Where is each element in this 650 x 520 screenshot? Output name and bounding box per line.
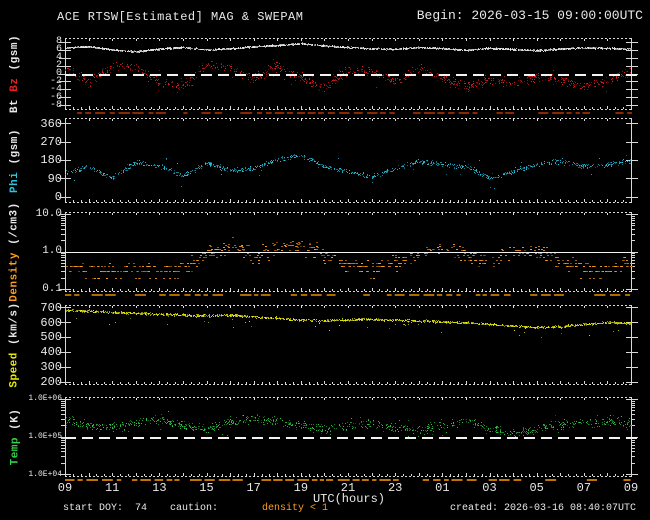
x-tick-label: 03 bbox=[482, 481, 497, 495]
y-tick-label-phi: 360 bbox=[40, 116, 62, 131]
y-tick-label-density: 0.1 bbox=[42, 282, 62, 295]
x-tick-label: 19 bbox=[293, 481, 309, 495]
x-tick-label: 17 bbox=[246, 481, 261, 495]
y-tick-label-phi: 0 bbox=[14, 190, 62, 204]
y-tick-label-speed: 400 bbox=[40, 345, 62, 360]
x-tick-label: 07 bbox=[576, 481, 592, 495]
y-tick-label-mag: -8 bbox=[49, 99, 62, 111]
y-tick-label-temp: 1.0E+06 bbox=[28, 394, 62, 404]
y-tick-label-speed: 700 bbox=[40, 300, 62, 315]
y-tick-label-phi: 270 bbox=[40, 134, 62, 149]
x-tick-label: 09 bbox=[623, 481, 639, 495]
y-tick-label-mag: -6 bbox=[49, 91, 62, 103]
y-tick-label-temp: 1.0E+04 bbox=[28, 469, 62, 479]
y-tick-label-phi: 180 bbox=[40, 153, 62, 168]
caution-flag-row-density bbox=[65, 294, 632, 297]
y-tick-label-speed: 300 bbox=[40, 360, 62, 375]
footer-start-doy: start DOY: 74 bbox=[63, 503, 148, 514]
y-tick-label-speed: 600 bbox=[40, 315, 62, 330]
caution-flag-row-temp bbox=[65, 479, 632, 482]
y-tick-label-temp: 1.0E+05 bbox=[28, 432, 62, 442]
begin-timestamp: Begin: 2026-03-15 09:00:00UTC bbox=[416, 8, 643, 23]
y-tick-label-mag: -2 bbox=[49, 75, 62, 87]
y-tick-label-density: 1.0 bbox=[42, 245, 62, 258]
caution-flag-row-mag bbox=[65, 112, 632, 115]
footer-created-timestamp: created: 2026-03-16 08:40:07UTC bbox=[449, 503, 636, 514]
plot-canvas-density bbox=[57, 212, 640, 292]
footer-caution-label: caution: bbox=[170, 503, 219, 514]
plot-canvas-mag bbox=[57, 38, 640, 110]
y-tick-label-mag: -4 bbox=[49, 83, 62, 95]
x-tick-label: 21 bbox=[340, 481, 356, 495]
x-tick-label: 15 bbox=[199, 481, 214, 495]
x-tick-label: 01 bbox=[435, 481, 450, 495]
x-tick-label: 23 bbox=[387, 481, 403, 495]
y-tick-label-speed: 200 bbox=[40, 375, 62, 390]
y-tick-label-phi: 90 bbox=[47, 171, 62, 186]
y-tick-label-speed: 500 bbox=[40, 330, 62, 345]
plot-canvas-temp bbox=[57, 397, 640, 477]
footer-caution-value: density < 1 bbox=[262, 503, 329, 514]
plot-canvas-phi bbox=[57, 118, 640, 203]
x-axis-title: UTC(hours) bbox=[312, 492, 385, 506]
y-tick-label-density: 10.0 bbox=[35, 208, 62, 221]
plot-canvas-speed bbox=[57, 305, 640, 385]
x-tick-label: 13 bbox=[152, 481, 167, 495]
x-tick-label: 11 bbox=[104, 481, 120, 495]
y-axis-label-part: Temp bbox=[9, 437, 21, 466]
x-tick-label: 05 bbox=[529, 481, 544, 495]
x-tick-label: 09 bbox=[57, 481, 73, 495]
chart-title: ACE RTSW[Estimated] MAG & SWEPAM bbox=[57, 10, 304, 24]
